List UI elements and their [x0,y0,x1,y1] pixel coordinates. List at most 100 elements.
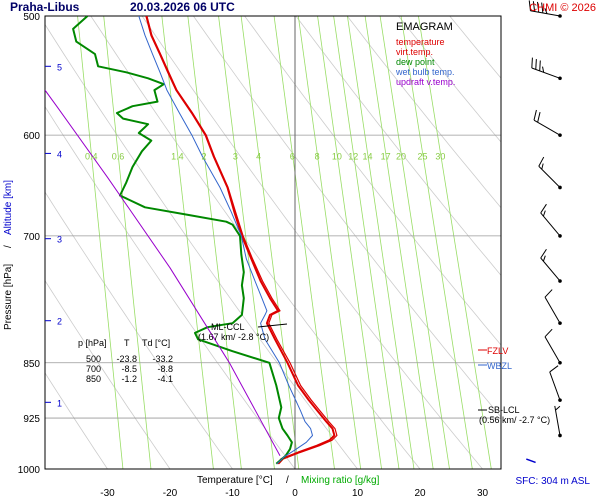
wind-barb-flag [540,249,547,259]
altitude-tick-label: 5 [57,62,62,72]
wind-barb [533,109,562,137]
table-cell: -1.2 [121,374,137,384]
pressure-tick-labels: 500 600 700 850 925 1000 [18,12,41,476]
mixing-ratio-label: 14 [362,152,372,162]
pressure-tick-label: 925 [23,414,40,425]
copyright-label: CHMI © 2026 [529,2,596,14]
table-cell: -8.5 [121,364,137,374]
wind-barb-flag [542,255,546,262]
grid-lines [45,16,501,469]
wind-barb-station [558,279,562,283]
wind-barb-flag [542,210,546,217]
wind-barb-flag [528,0,531,11]
mixing-ratio-line [418,16,492,469]
wind-barb-flag [533,109,537,121]
table-cell: -33.2 [152,354,173,364]
series-line-wet-bulb-temp [138,16,313,465]
wind-barb-staff [549,371,561,401]
wind-barb [549,365,562,402]
mixing-ratio-label: 0.4 [85,152,98,162]
mixing-ratio-label: 1.4 [171,152,184,162]
table-cell: -8.8 [157,364,173,374]
y-axis-title-altitude: Altitude [km] [3,180,14,235]
pressure-tick-label: 500 [23,12,40,23]
mixing-ratio-label: 2 [201,152,206,162]
mixing-ratio-line [317,16,382,469]
y-axis-title: Pressure [hPa] / Altitude [km] [3,180,14,330]
altitude-tick-label: 1 [57,398,62,408]
mixing-ratio-line [240,16,300,469]
sounding-datetime: 20.03.2026 06 UTC [130,0,235,14]
wind-barb-flag [537,111,541,123]
table-cell: 850 [86,374,101,384]
dry-adiabat-line [141,16,483,469]
wind-barb-flag [555,405,561,411]
level-table: p [hPa] T Td [°C] 500 -23.8 -33.2 700 -8… [78,338,173,384]
plot-frame [44,15,502,470]
table-cell: 500 [86,354,101,364]
wind-barb-staff [540,212,561,237]
wind-barb-flag [541,2,544,14]
wind-barb-staff [533,119,561,136]
x-axis-title-separator: / [286,475,289,486]
mixing-ratio-line [333,16,400,469]
wind-barb-flag [532,1,536,12]
mixing-ratio-line [187,16,242,469]
station-name: Praha-Libus [10,0,80,14]
table-header-p: p [hPa] [78,338,107,348]
wind-barb-station [558,321,562,325]
legend-title: EMAGRAM [396,21,453,33]
wind-barb-station [558,14,562,18]
dry-adiabat-line [449,16,501,79]
mixing-ratio-line [273,16,335,469]
mixing-ratio-line [103,16,152,469]
mixing-ratio-line [161,16,214,469]
ml-ccl-detail: (1.67 km/ -2.8 °C) [198,332,269,342]
y-axis-title-separator: / [3,245,14,248]
mixing-ratio-line [400,16,473,469]
mixing-ratio-label: 10 [332,152,342,162]
wind-barb-flag [541,163,544,170]
altitude-ticks: 1 2 3 4 5 [45,62,62,408]
wind-barb-flag [537,1,540,13]
dry-adiabat-line [398,16,501,143]
wbzl-label: WBZL [487,361,512,371]
legend-item-virtual-temperature: virt.temp. [396,47,433,57]
sb-lcl-label: SB-LCL [488,405,520,415]
mixing-ratio-line [347,16,415,469]
legend: EMAGRAM temperature virt.temp. dew point… [395,21,455,87]
wind-barb-flag [544,328,553,338]
mixing-ratio-label: 30 [435,152,445,162]
wind-barb-flag [540,203,547,214]
pressure-tick-label: 700 [23,232,40,243]
wind-barb-flag [538,156,545,167]
wind-barb-staff [554,405,561,436]
y-axis-title-pressure: Pressure [hPa] [3,264,14,330]
wind-barb-station [558,398,562,402]
pressure-tick-label: 850 [23,359,40,370]
wind-barb-station [558,433,562,438]
wind-barb [554,405,562,438]
mixing-ratio-label: 6 [290,152,295,162]
dry-adiabat-line [45,106,296,469]
legend-item-updraft: updraft v.temp. [396,77,455,87]
wind-barb-station [558,133,562,137]
dry-adiabat-line [295,16,501,276]
wind-barb-flag [539,60,541,71]
wind-barb-station [558,360,562,365]
mixing-ratio-lines [77,16,492,469]
legend-item-dew-point: dew point [396,57,435,67]
legend-item-temperature: temperature [396,37,445,47]
mixing-ratio-label: 4 [256,152,261,162]
mixing-ratio-label: 8 [315,152,320,162]
dry-adiabat-line [244,16,501,346]
mixing-ratio-line [77,16,124,469]
wind-barb-staff [540,257,561,282]
table-cell: 700 [86,364,101,374]
wind-barb-flag [549,365,559,373]
temperature-tick-label: -10 [225,488,240,499]
temperature-tick-labels: -30 -20 -10 0 10 20 30 [100,488,488,499]
pressure-tick-label: 600 [23,131,40,142]
wind-barb-flag [531,57,533,69]
wind-barbs [528,0,562,438]
